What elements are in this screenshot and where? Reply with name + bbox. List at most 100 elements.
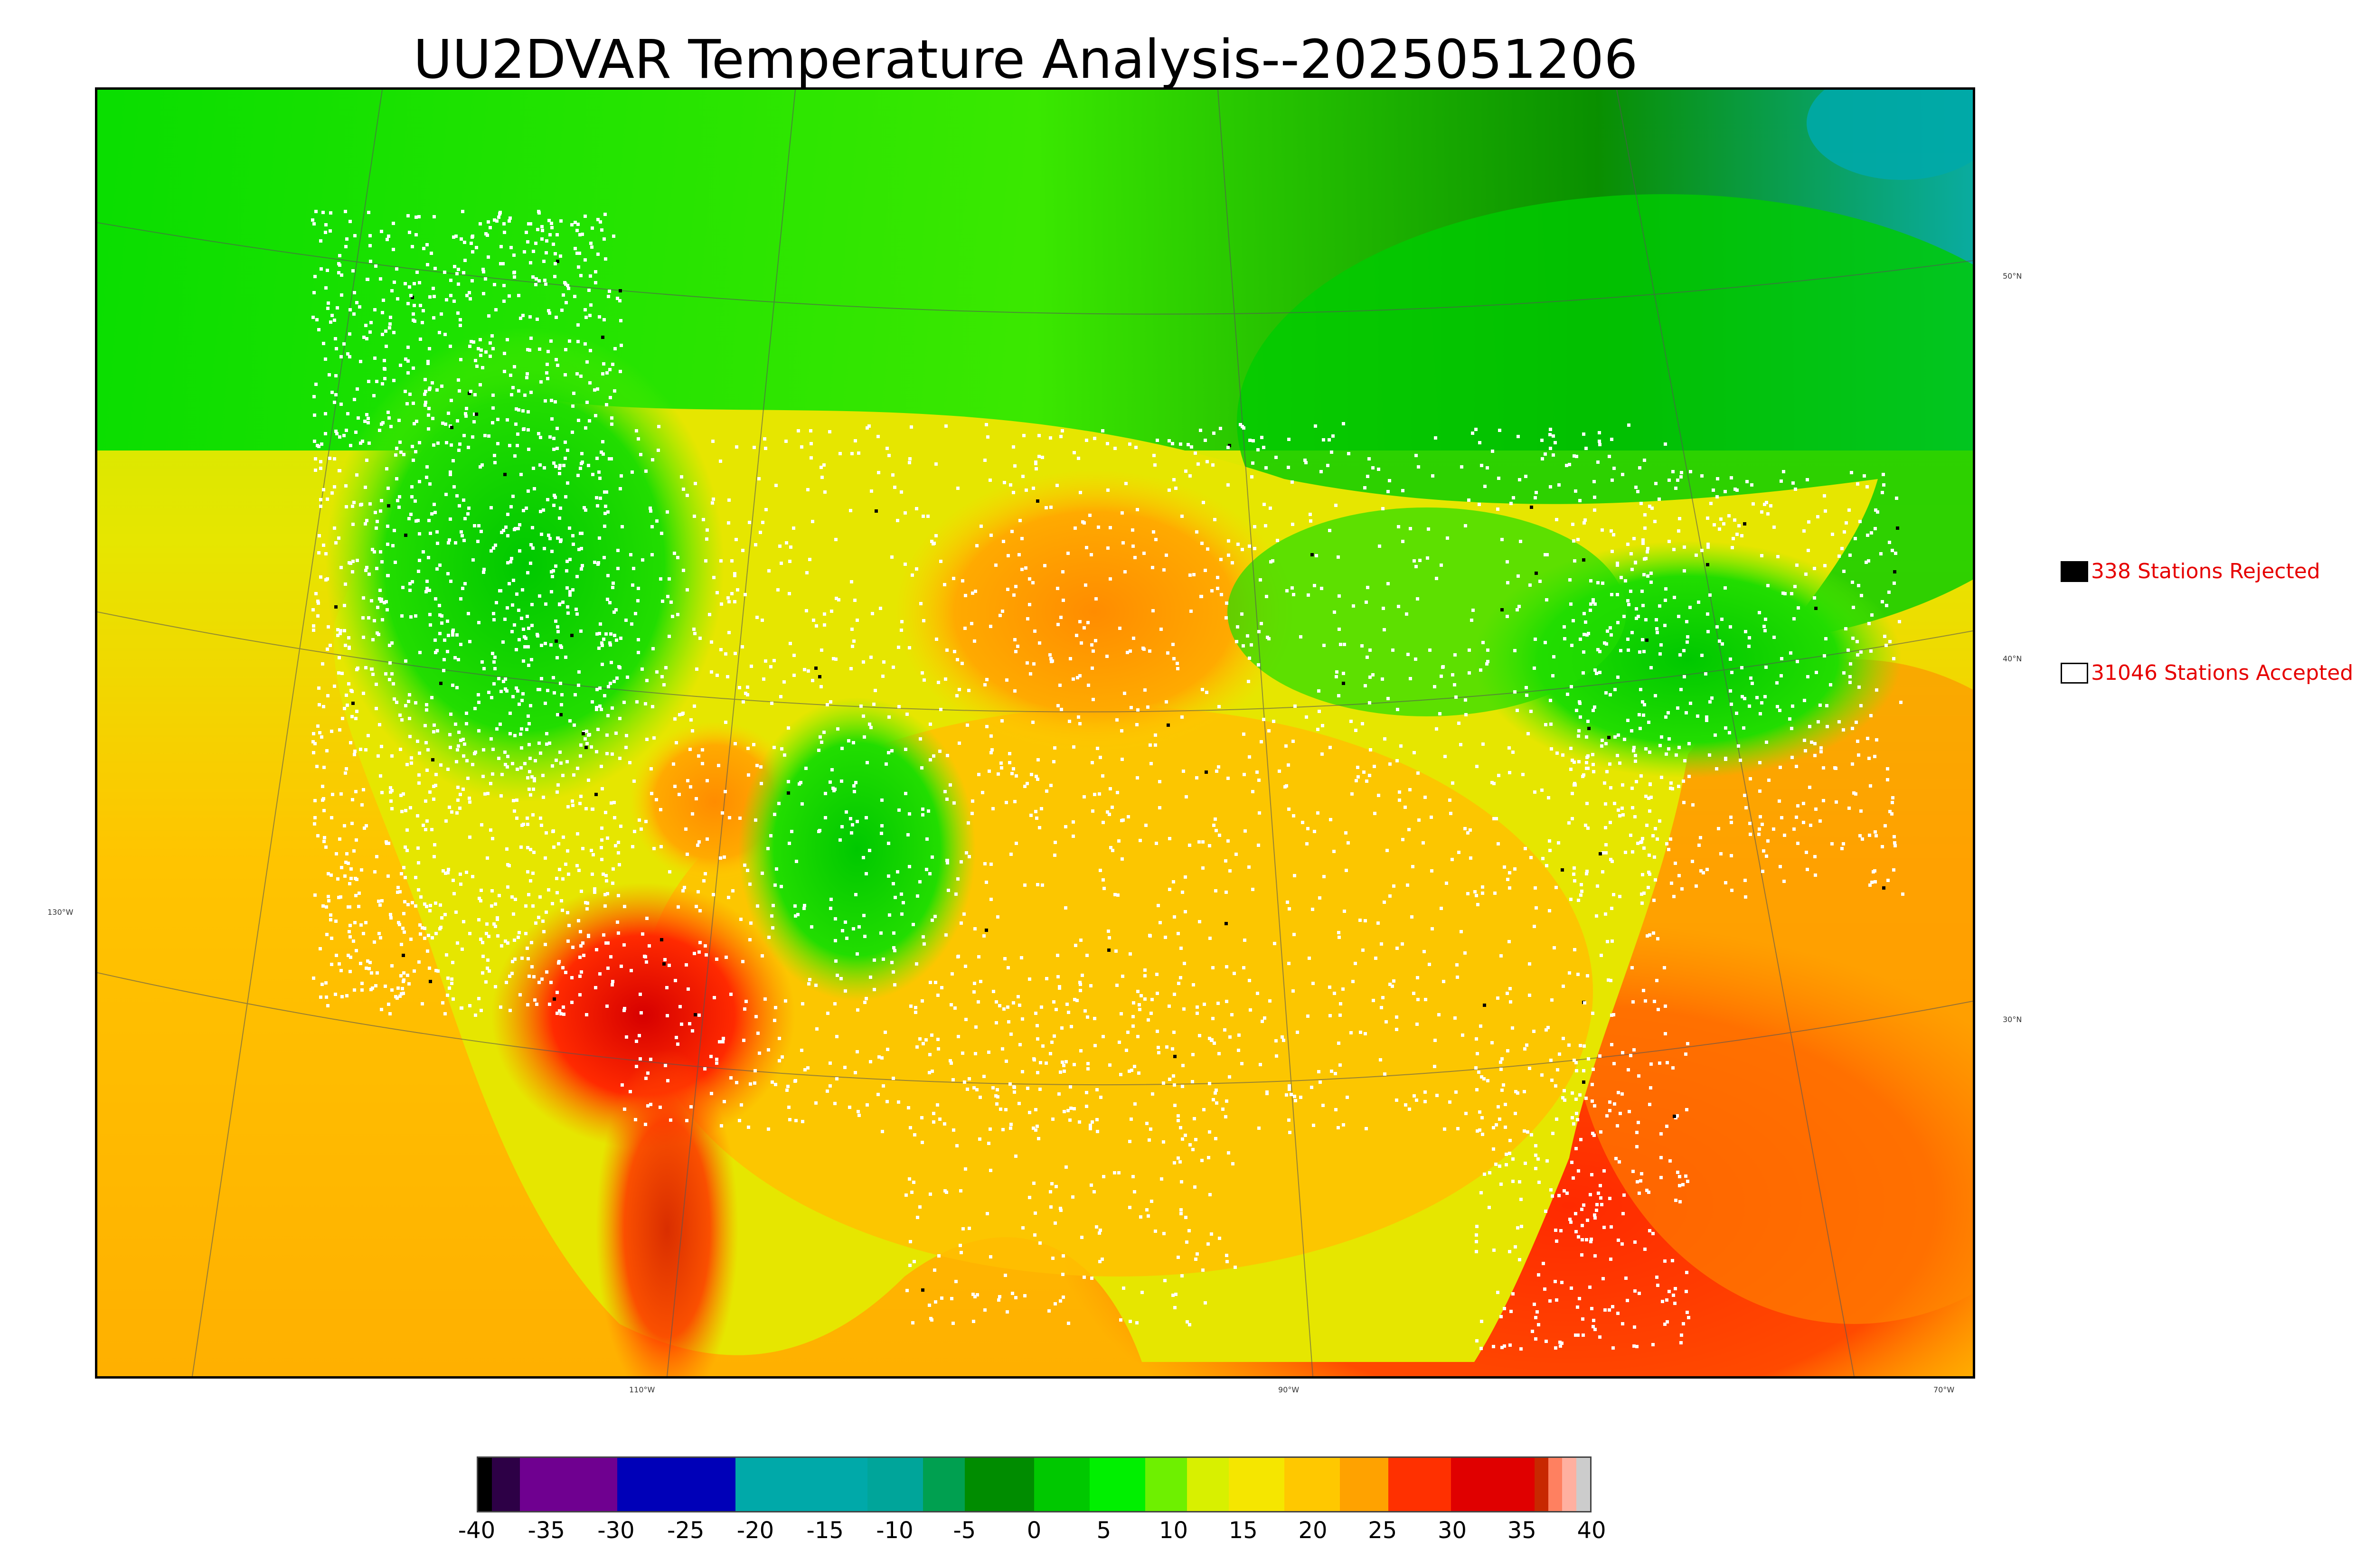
station-marker	[468, 800, 471, 804]
station-marker	[584, 316, 588, 319]
station-marker	[1121, 758, 1124, 761]
station-marker	[612, 582, 615, 585]
station-marker	[531, 872, 535, 875]
station-marker	[526, 947, 529, 950]
station-marker	[340, 672, 344, 675]
station-marker	[693, 952, 696, 955]
station-marker	[1085, 1091, 1088, 1094]
station-marker	[374, 264, 377, 268]
station-marker	[357, 905, 360, 908]
station-marker	[447, 634, 450, 637]
station-marker	[1316, 728, 1319, 731]
station-marker	[1224, 859, 1227, 863]
station-marker	[1388, 762, 1392, 766]
station-marker	[854, 439, 857, 442]
station-marker	[1571, 759, 1574, 762]
station-marker	[1129, 952, 1132, 956]
station-marker	[1658, 652, 1662, 656]
station-marker	[517, 936, 520, 939]
station-marker	[1059, 616, 1063, 619]
station-marker	[1525, 694, 1528, 697]
station-marker	[1854, 537, 1857, 540]
station-marker	[545, 911, 548, 914]
station-marker	[1168, 837, 1171, 840]
station-marker	[577, 265, 580, 269]
station-marker	[931, 919, 934, 922]
station-marker	[489, 828, 492, 832]
station-marker	[561, 966, 565, 969]
station-marker	[359, 360, 362, 363]
station-marker	[350, 715, 354, 718]
station-marker	[481, 366, 484, 369]
station-marker	[1669, 837, 1672, 841]
station-marker	[558, 464, 562, 467]
station-marker	[1242, 644, 1245, 648]
station-marker	[579, 274, 583, 277]
station-marker	[578, 975, 582, 978]
station-marker	[357, 416, 360, 420]
station-marker	[1540, 1073, 1544, 1077]
station-marker	[1733, 488, 1737, 491]
station-marker	[624, 746, 628, 749]
station-marker	[1079, 1049, 1083, 1052]
station-marker	[330, 730, 333, 733]
station-marker	[1891, 549, 1894, 552]
station-marker	[1408, 1108, 1411, 1111]
station-marker	[1549, 723, 1553, 726]
station-marker	[1329, 818, 1332, 821]
station-marker	[482, 568, 486, 571]
station-marker	[1640, 892, 1643, 896]
colorbar-segment	[492, 1458, 520, 1511]
station-marker	[999, 1108, 1002, 1111]
station-marker	[390, 754, 394, 758]
station-marker	[1558, 1052, 1561, 1056]
station-marker	[512, 579, 515, 582]
colorbar-tick-label: 30	[1437, 1517, 1467, 1544]
station-marker	[1600, 954, 1603, 957]
station-marker	[506, 765, 509, 769]
station-marker	[1677, 529, 1680, 533]
station-marker	[1872, 870, 1875, 873]
station-marker	[1651, 1343, 1655, 1346]
station-marker	[598, 477, 602, 480]
station-marker	[568, 526, 571, 530]
station-marker	[880, 832, 883, 835]
station-marker	[657, 425, 660, 428]
station-marker	[365, 519, 368, 522]
station-marker	[1184, 875, 1187, 879]
station-marker	[378, 903, 382, 907]
station-marker	[1172, 1031, 1176, 1034]
station-marker	[571, 799, 574, 803]
station-marker	[715, 1061, 718, 1065]
station-marker	[529, 337, 533, 340]
station-marker	[485, 922, 489, 926]
station-marker	[398, 923, 401, 926]
station-marker	[432, 287, 435, 290]
station-marker	[789, 642, 792, 645]
station-marker	[419, 304, 422, 307]
station-marker	[1201, 688, 1204, 691]
station-marker	[637, 638, 640, 641]
station-marker	[950, 1061, 953, 1065]
station-marker	[1032, 1182, 1036, 1185]
station-marker	[499, 245, 503, 248]
station-marker	[1206, 460, 1209, 463]
station-marker	[554, 262, 557, 265]
station-marker	[1080, 1236, 1083, 1239]
station-marker	[1667, 737, 1671, 741]
station-marker	[1656, 837, 1659, 841]
station-marker	[1685, 1290, 1688, 1293]
station-marker	[1763, 503, 1766, 506]
station-marker	[1499, 1183, 1503, 1186]
station-marker	[313, 742, 317, 745]
station-marker	[1602, 1226, 1606, 1229]
station-marker	[1589, 1240, 1592, 1243]
station-marker	[581, 460, 584, 464]
station-marker	[1685, 711, 1688, 714]
station-marker	[1641, 873, 1644, 876]
station-marker	[1653, 520, 1657, 523]
station-marker	[395, 267, 398, 271]
station-marker	[1678, 653, 1682, 657]
station-marker	[1153, 463, 1157, 467]
station-marker	[1075, 634, 1078, 637]
